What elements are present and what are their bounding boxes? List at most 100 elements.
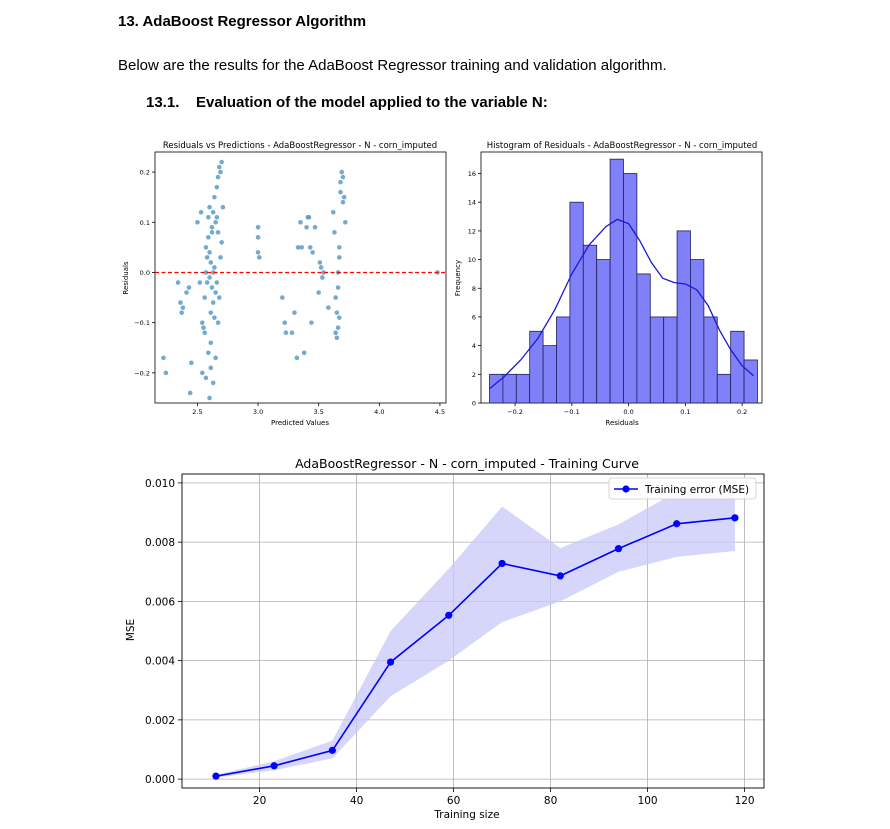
mse-point: [556, 572, 564, 580]
scatter-point: [209, 285, 215, 290]
scatter-point: [210, 209, 216, 215]
scatter-point: [203, 270, 209, 275]
scatter-point: [219, 240, 224, 245]
scatter-point: [214, 214, 220, 220]
section-heading: 13. AdaBoost Regressor Algorithm: [118, 13, 367, 30]
scatter-point: [206, 350, 211, 356]
mse-line: [215, 517, 735, 777]
scatter-point: [161, 355, 166, 361]
scatter-point: [208, 340, 214, 346]
mse-point: [498, 559, 506, 568]
training-curve-xlabel: Training size: [433, 809, 499, 821]
scatter-point: [186, 285, 192, 290]
scatter-point: [334, 310, 340, 315]
scatter-point: [201, 325, 206, 331]
scatter-title: Residuals vs Predictions - AdaBoostRegre…: [163, 141, 437, 151]
training-curve-xtick-label: 120: [735, 795, 755, 807]
histogram-bar: [515, 373, 531, 404]
training-curve-ytick-label: 0.008: [145, 537, 175, 549]
std-band: [215, 488, 735, 778]
scatter-point: [307, 245, 313, 250]
scatter-point: [199, 320, 205, 325]
scatter-xtick-label: 2.5: [192, 408, 202, 416]
subsection-heading: 13.1. Evaluation of the model applied to…: [146, 94, 548, 111]
scatter-point: [289, 330, 295, 336]
scatter-ytick-label: −0.1: [134, 319, 150, 327]
scatter-ylabel: Residuals: [122, 261, 130, 295]
scatter-point: [295, 245, 301, 250]
scatter-point: [306, 214, 312, 220]
scatter-point: [216, 164, 222, 170]
scatter-point: [312, 225, 318, 230]
legend: Training error (MSE): [608, 477, 757, 500]
histogram-xtick-label: 0.1: [680, 408, 690, 416]
scatter-point: [316, 290, 321, 295]
scatter-point: [309, 320, 314, 325]
training-curve-xtick-label: 80: [544, 795, 557, 807]
scatter-point: [317, 260, 323, 265]
scatter-point: [304, 225, 309, 230]
training-curve-chart: AdaBoostRegressor - N - corn_imputed - T…: [125, 456, 765, 821]
scatter-point: [337, 245, 342, 250]
scatter-point: [202, 295, 208, 300]
histogram-bar: [609, 158, 624, 404]
histogram-ytick-label: 6: [472, 313, 476, 321]
training-curve-ytick-label: 0.010: [145, 478, 175, 490]
scatter-point: [343, 219, 348, 225]
scatter-point: [219, 159, 224, 165]
scatter-ytick-label: 0.0: [140, 269, 150, 277]
scatter-point: [294, 355, 300, 361]
legend-box: [608, 477, 757, 500]
legend-point-marker: [622, 485, 630, 493]
scatter-point: [326, 305, 331, 310]
scatter-point: [206, 235, 211, 240]
mse-point: [445, 611, 453, 619]
histogram-bar: [703, 316, 718, 404]
scatter-point: [213, 219, 218, 225]
mse-point: [212, 772, 220, 780]
mse-point: [673, 520, 681, 528]
histogram-xtick-label: −0.1: [564, 408, 580, 416]
scatter-point: [337, 255, 342, 260]
scatter-point: [175, 280, 181, 285]
scatter-point: [208, 310, 214, 315]
training-curve-xtick-label: 60: [447, 795, 460, 807]
scatter-point: [292, 310, 297, 315]
histogram-bar: [716, 373, 732, 404]
histogram-ytick-label: 0: [472, 400, 476, 408]
training-curve-ylabel: MSE: [125, 619, 137, 641]
scatter-point: [310, 250, 315, 255]
scatter-xtick-label: 3.0: [253, 408, 263, 416]
mse-point: [386, 658, 395, 666]
scatter-point: [335, 325, 341, 331]
scatter-point: [341, 194, 347, 200]
training-curve-xtick-label: 100: [638, 795, 658, 807]
scatter-frame: [154, 151, 447, 404]
scatter-point: [338, 189, 343, 195]
histogram-title: Histogram of Residuals - AdaBoostRegress…: [487, 141, 758, 151]
scatter-point: [215, 174, 221, 180]
mse-point: [270, 762, 278, 770]
mse-point: [614, 545, 623, 553]
scatter-point: [207, 204, 212, 210]
scatter-point: [283, 330, 289, 336]
scatter-point: [212, 315, 217, 320]
scatter-point: [255, 225, 261, 230]
histogram-bar: [743, 359, 758, 404]
scatter-point: [203, 375, 209, 381]
scatter-point: [163, 370, 169, 376]
scatter-point: [218, 255, 223, 260]
scatter-xtick-label: 4.0: [374, 408, 384, 416]
scatter-point: [199, 370, 205, 376]
scatter-point: [212, 265, 217, 270]
scatter-point: [330, 209, 336, 215]
scatter-point: [280, 295, 285, 300]
histogram-bar: [623, 173, 638, 404]
histogram-bar: [556, 316, 571, 404]
scatter-point: [203, 245, 209, 250]
scatter-point: [214, 184, 220, 190]
training-curve-xtick-label: 40: [350, 795, 363, 807]
scatter-point: [207, 275, 212, 280]
scatter-point: [212, 194, 217, 200]
